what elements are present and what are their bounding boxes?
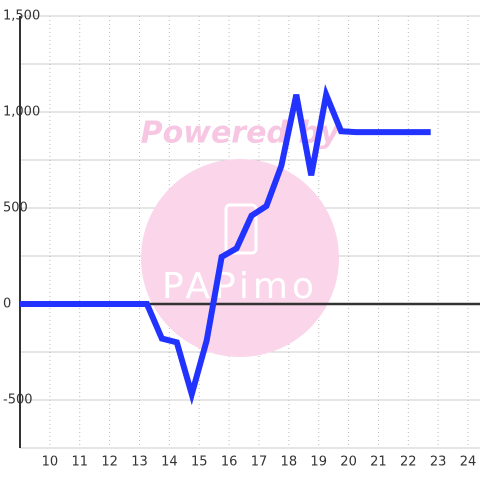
- watermark-text: Powered by: [141, 116, 341, 151]
- x-tick-label: 24: [460, 455, 477, 470]
- x-tick-label: 15: [191, 455, 208, 470]
- x-tick-label: 14: [161, 455, 178, 470]
- watermark-icon: [224, 203, 258, 255]
- line: [20, 84, 431, 406]
- x-tick-label: 21: [370, 455, 387, 470]
- watermark-logo: [141, 159, 339, 357]
- x-tick-label: 11: [71, 455, 88, 470]
- y-tick-label: 0: [3, 297, 11, 312]
- x-tick-label: 16: [221, 455, 238, 470]
- x-tick-label: 20: [340, 455, 357, 470]
- x-tick-label: 10: [42, 455, 59, 470]
- x-tick-label: 23: [430, 455, 447, 470]
- x-tick-label: 13: [131, 455, 148, 470]
- x-tick-label: 12: [101, 455, 118, 470]
- y-tick-label: 1,000: [3, 105, 40, 120]
- x-tick-label: 19: [310, 455, 327, 470]
- watermark-brand: PAPimo: [162, 266, 318, 307]
- y-tick-label: -500: [3, 393, 33, 408]
- x-tick-label: 18: [281, 455, 298, 470]
- y-tick-label: 500: [3, 201, 28, 216]
- y-tick-label: 1,500: [3, 9, 40, 24]
- x-tick-label: 17: [251, 455, 268, 470]
- x-tick-label: 22: [400, 455, 417, 470]
